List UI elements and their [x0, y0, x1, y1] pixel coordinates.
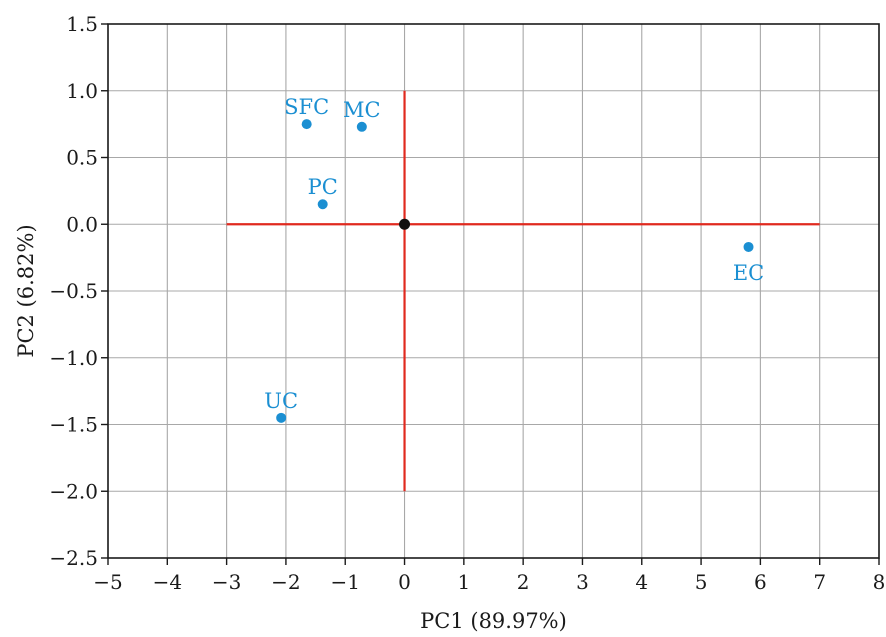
origin-marker [399, 218, 411, 230]
x-tick-label-8: 3 [576, 570, 589, 594]
y-tick-label-7: −2.0 [49, 479, 98, 503]
y-tick-label-8: −2.5 [49, 546, 98, 570]
point-label-pc: PC [308, 175, 338, 199]
y-axis-ticks: 1.5 1.0 0.5 0.0 −0.5 −1.0 −1.5 −2.0 −2.5 [49, 12, 108, 570]
data-points: SFC MC PC EC UC [264, 95, 764, 423]
x-tick-label-9: 4 [635, 570, 648, 594]
x-tick-label-12: 7 [813, 570, 826, 594]
point-uc [276, 412, 287, 423]
x-tick-label-6: 1 [457, 570, 470, 594]
point-label-ec: EC [733, 261, 764, 285]
crosshair-lines [226, 90, 820, 492]
x-tick-label-2: −3 [212, 570, 241, 594]
x-tick-label-11: 6 [754, 570, 767, 594]
point-label-sfc: SFC [284, 95, 329, 119]
point-ec [743, 241, 754, 252]
point-label-mc: MC [343, 98, 381, 122]
point-pc [317, 199, 328, 210]
y-tick-label-3: 0.0 [66, 212, 98, 236]
x-axis-label: PC1 (89.97%) [420, 609, 567, 633]
x-tick-label-4: −1 [330, 570, 359, 594]
x-tick-label-5: 0 [398, 570, 411, 594]
x-tick-label-1: −4 [153, 570, 182, 594]
x-tick-label-13: 8 [873, 570, 886, 594]
y-tick-label-2: 0.5 [66, 146, 98, 170]
x-tick-label-10: 5 [695, 570, 708, 594]
x-tick-label-0: −5 [93, 570, 122, 594]
y-tick-label-4: −0.5 [49, 279, 98, 303]
point-sfc [301, 119, 312, 130]
y-tick-label-0: 1.5 [66, 12, 98, 36]
x-axis-ticks: −5 −4 −3 −2 −1 0 1 2 3 4 5 6 7 8 [93, 558, 885, 594]
grid-lines [107, 23, 880, 559]
y-tick-label-5: −1.0 [49, 346, 98, 370]
x-tick-label-3: −2 [271, 570, 300, 594]
point-label-uc: UC [264, 389, 298, 413]
y-axis-label: PC2 (6.82%) [14, 224, 38, 357]
x-tick-label-7: 2 [517, 570, 530, 594]
y-tick-label-6: −1.5 [49, 413, 98, 437]
y-tick-label-1: 1.0 [66, 79, 98, 103]
point-mc [356, 121, 367, 132]
